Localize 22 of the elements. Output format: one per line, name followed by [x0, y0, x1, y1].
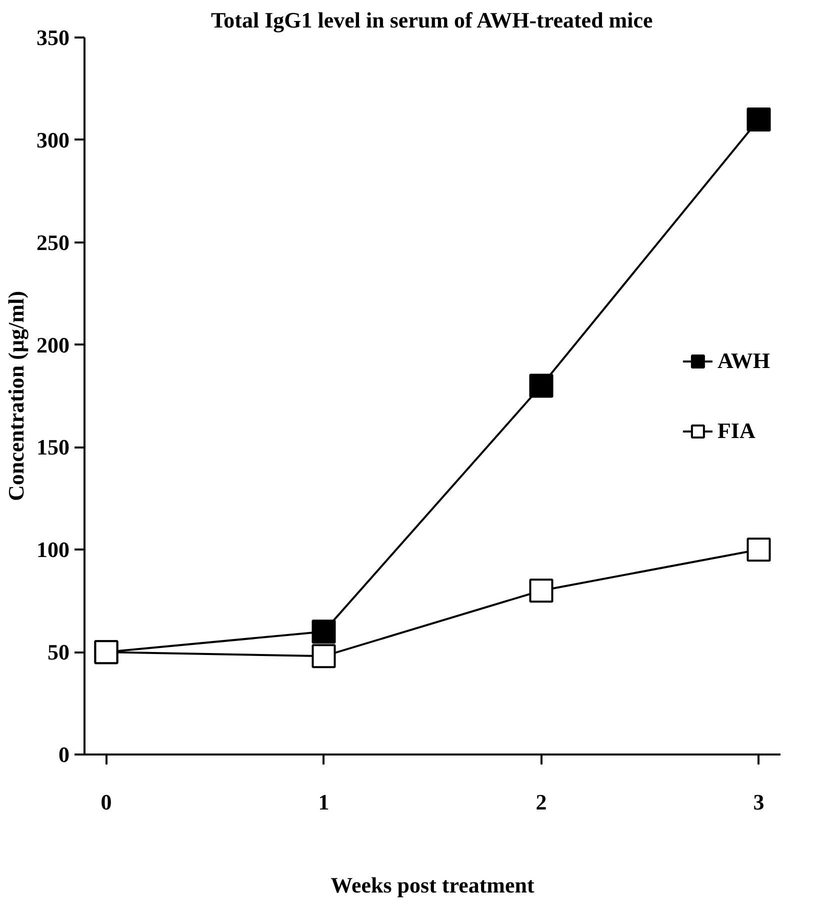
x-tick-label: 1	[318, 790, 330, 814]
y-tick-label: 50	[48, 640, 70, 665]
y-tick-label: 200	[36, 332, 70, 358]
chart-title: Total IgG1 level in serum of AWH-treated mice	[211, 8, 654, 32]
point	[312, 644, 336, 668]
y-tick-label: 0	[58, 742, 70, 767]
y-tick-label: 250	[36, 230, 70, 255]
point	[529, 374, 554, 398]
y-tick-label: 100	[36, 537, 70, 562]
x-tick-label: 0	[100, 790, 112, 814]
point	[312, 620, 336, 644]
y-axis-title: Concentration (µg/ml)	[4, 290, 28, 502]
y-tick-label: 350	[36, 25, 70, 50]
point	[746, 107, 771, 132]
legend-label: FIA	[717, 418, 756, 444]
x-axis-title: Weeks post treatment	[330, 872, 536, 898]
point	[529, 578, 554, 603]
legend-label: AWH	[717, 348, 770, 374]
x-tick-label: 2	[536, 790, 547, 814]
y-tick-label: 150	[36, 434, 70, 460]
x-tick-label: 3	[753, 790, 764, 814]
y-tick-label: 300	[36, 127, 70, 152]
